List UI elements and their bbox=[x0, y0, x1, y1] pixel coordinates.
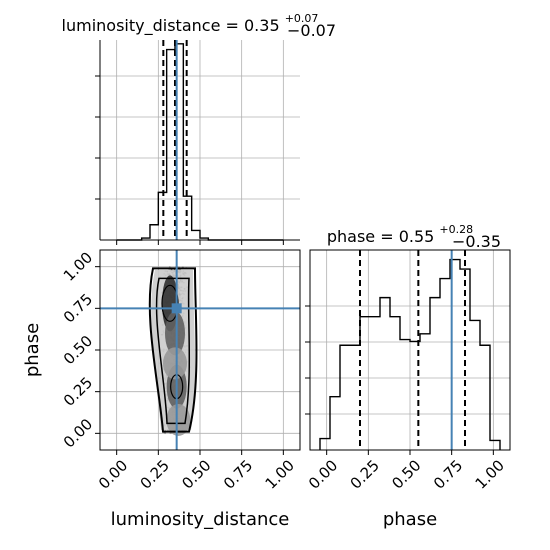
bottom-left-x-ticks: 0.00 0.25 0.50 0.75 1.00 bbox=[95, 450, 298, 493]
phase-histogram bbox=[319, 258, 501, 450]
bottom-left-ytick-label-4: 1.00 bbox=[60, 248, 96, 284]
phase-hist-step bbox=[319, 258, 501, 450]
contour-core-bottom bbox=[170, 374, 184, 400]
bottom-right-panel: 0.00 0.25 0.50 0.75 1.00 phase phase = 0.55 … bbox=[305, 223, 511, 530]
luminosity-distance-title-sub: −0.07 bbox=[287, 21, 336, 40]
truth-marker bbox=[171, 303, 182, 314]
sample-point bbox=[169, 432, 172, 435]
top-left-ticks bbox=[95, 75, 284, 245]
bottom-left-y-ticks: 0.00 0.25 0.50 0.75 1.00 bbox=[60, 248, 100, 452]
bottom-left-ytick-label-3: 0.75 bbox=[60, 290, 96, 326]
bottom-left-xtick-label-4: 1.00 bbox=[262, 456, 298, 492]
phase-title: phase = 0.55 +0.28 bbox=[327, 223, 473, 246]
luminosity-distance-title: luminosity_distance = 0.35 +0.07 bbox=[62, 12, 319, 36]
bottom-left-xtick-label-3: 0.75 bbox=[220, 456, 256, 492]
bottom-right-xtick-label-1: 0.25 bbox=[347, 456, 383, 492]
phase-title-sub: −0.35 bbox=[452, 232, 501, 251]
bottom-left-xtick-label-0: 0.00 bbox=[95, 456, 131, 492]
contour-core-top bbox=[161, 284, 179, 322]
top-left-panel: luminosity_distance = 0.35 +0.07 −0.07 bbox=[62, 12, 336, 245]
bottom-left-ytick-label-2: 0.50 bbox=[60, 332, 96, 368]
x-axis-label-luminosity-distance: luminosity_distance bbox=[111, 509, 290, 530]
bottom-right-x-ticks: 0.00 0.25 0.50 0.75 1.00 bbox=[305, 450, 508, 493]
density-fill-region-3 bbox=[163, 347, 187, 380]
bottom-left-ytick-label-0: 0.00 bbox=[60, 415, 96, 451]
bottom-right-xtick-label-2: 0.50 bbox=[388, 456, 424, 492]
truth-crosshair bbox=[100, 250, 300, 450]
luminosity-distance-title-main: luminosity_distance = 0.35 bbox=[62, 16, 280, 36]
density-fill-region-4 bbox=[166, 404, 191, 436]
top-left-grid bbox=[100, 40, 300, 240]
bottom-left-grid bbox=[100, 250, 300, 450]
luminosity-distance-title-sup: +0.07 bbox=[285, 12, 319, 25]
bottom-right-y-ticks bbox=[305, 305, 310, 415]
bottom-left-panel: 0.00 0.25 0.50 0.75 1.00 0.000.250.500.751.0… bbox=[22, 248, 301, 530]
phase-quantiles bbox=[359, 250, 466, 450]
phase-title-main: phase = 0.55 bbox=[327, 227, 434, 246]
bottom-right-xtick-label-3: 0.75 bbox=[430, 456, 466, 492]
bottom-left-xtick-label-2: 0.50 bbox=[178, 456, 214, 492]
y-axis-label-phase: phase bbox=[22, 323, 43, 377]
density-fill-region-1 bbox=[165, 311, 185, 356]
luminosity-distance-quantiles bbox=[162, 40, 188, 240]
contour-inner bbox=[155, 277, 191, 425]
phase-title-sup: +0.28 bbox=[439, 223, 473, 236]
bottom-right-xtick-label-4: 1.00 bbox=[472, 456, 508, 492]
x-axis-label-phase: phase bbox=[383, 509, 437, 530]
bottom-right-xtick-label-0: 0.00 bbox=[305, 456, 341, 492]
sample-point bbox=[164, 432, 167, 435]
bottom-left-xtick-label-1: 0.25 bbox=[137, 456, 173, 492]
bottom-left-ytick-label-1: 0.25 bbox=[60, 373, 96, 409]
